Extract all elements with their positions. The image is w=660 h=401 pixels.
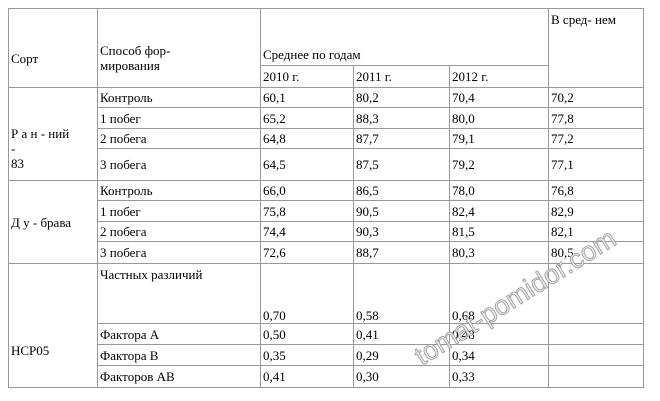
table-row: Фактора В 0,35 0,29 0,34 bbox=[9, 344, 644, 366]
table-cell: 3 побега bbox=[97, 241, 261, 264]
table-cell: 64,8 bbox=[260, 128, 354, 149]
table-cell: 80,2 bbox=[353, 87, 450, 108]
table-cell: 70,4 bbox=[449, 87, 549, 108]
table-row: 2 побега 64,8 87,7 79,1 77,2 bbox=[9, 128, 644, 149]
table-cell: 87,5 bbox=[353, 148, 450, 181]
table-cell: 81,5 bbox=[449, 221, 549, 242]
table-row: 3 побега 64,5 87,5 79,2 77,1 bbox=[9, 148, 644, 181]
header-cell: Сорт bbox=[8, 8, 98, 88]
header-cell: 2012 г. bbox=[449, 65, 549, 88]
table-cell: 0,29 bbox=[353, 344, 450, 366]
table-row: Р а н - ний - 83 Контроль 60,1 80,2 70,4 70,2 bbox=[8, 87, 644, 181]
table-cell: 86,5 bbox=[353, 180, 450, 201]
table-row: НСР05 Частных различий 0,70 0,58 0,68 bbox=[8, 263, 644, 388]
table-cell: 70,2 bbox=[548, 87, 644, 108]
table-row: 2 побега 74,4 90,3 81,5 82,1 bbox=[9, 221, 644, 242]
table-cell: 82,4 bbox=[449, 200, 549, 222]
table-cell: 80,3 bbox=[449, 241, 549, 264]
table-cell: 0,58 bbox=[353, 263, 450, 324]
table-cell: 66,0 bbox=[260, 180, 354, 201]
header-cell: 2010 г. bbox=[260, 65, 354, 88]
table-cell: Факторов АВ bbox=[97, 365, 261, 388]
table-cell: 2 побега bbox=[97, 128, 261, 149]
table-cell: 2 побега bbox=[97, 221, 261, 242]
table-cell: 88,3 bbox=[353, 107, 450, 129]
table-cell: 0,41 bbox=[260, 365, 354, 388]
header-cell: В сред- нем bbox=[548, 8, 644, 88]
header-cell: 2011 г. bbox=[353, 65, 450, 88]
table-body: Сорт Способ фор- мирования Среднее по го… bbox=[8, 8, 644, 388]
table-row: 1 побег 75,8 90,5 82,4 82,9 bbox=[9, 200, 644, 222]
empty-cell bbox=[548, 344, 644, 366]
table-row: Фактора А 0,50 0,41 0,48 bbox=[9, 323, 644, 345]
table-cell: 90,5 bbox=[353, 200, 450, 222]
table-cell: 1 побег bbox=[97, 107, 261, 129]
table-cell: 0,68 bbox=[449, 263, 549, 324]
table-cell: 72,6 bbox=[260, 241, 354, 264]
empty-cell bbox=[548, 323, 644, 345]
table-cell: 79,1 bbox=[449, 128, 549, 149]
header-row: 2010 г. 2011 г. 2012 г. bbox=[9, 65, 644, 88]
table-cell: 74,4 bbox=[260, 221, 354, 242]
table-cell: НСР05 bbox=[8, 263, 98, 388]
header-cell: Способ фор- мирования bbox=[97, 8, 261, 88]
table-cell: Контроль bbox=[97, 180, 261, 201]
table-cell: 0,35 bbox=[260, 344, 354, 366]
table-cell: 82,9 bbox=[548, 200, 644, 222]
table-cell: 76,8 bbox=[548, 180, 644, 201]
table-cell: 65,2 bbox=[260, 107, 354, 129]
empty-cell bbox=[548, 263, 644, 324]
table-cell: 75,8 bbox=[260, 200, 354, 222]
table-cell: Контроль bbox=[97, 87, 261, 108]
table-cell: 0,33 bbox=[449, 365, 549, 388]
table-cell: 0,34 bbox=[449, 344, 549, 366]
table-cell: 0,30 bbox=[353, 365, 450, 388]
table-cell: 0,50 bbox=[260, 323, 354, 345]
table-cell: Р а н - ний - 83 bbox=[8, 87, 98, 181]
table-cell: 77,8 bbox=[548, 107, 644, 129]
results-table: Сорт Способ фор- мирования Среднее по го… bbox=[8, 8, 644, 388]
table-cell: 3 побега bbox=[97, 148, 261, 181]
table-cell: 60,1 bbox=[260, 87, 354, 108]
table-cell: 80,0 bbox=[449, 107, 549, 129]
header-cell: Среднее по годам bbox=[260, 8, 549, 66]
table-cell: 88,7 bbox=[353, 241, 450, 264]
table-cell: 79,2 bbox=[449, 148, 549, 181]
table-row: 1 побег 65,2 88,3 80,0 77,8 bbox=[9, 107, 644, 129]
table-cell: 87,7 bbox=[353, 128, 450, 149]
table-cell: 0,41 bbox=[353, 323, 450, 345]
table-cell: Частных различий bbox=[97, 263, 261, 324]
table-cell: Д у - брава bbox=[8, 180, 98, 264]
header-row: Сорт Способ фор- мирования Среднее по го… bbox=[8, 8, 644, 88]
table-cell: 64,5 bbox=[260, 148, 354, 181]
table-cell: 1 побег bbox=[97, 200, 261, 222]
table-row: Д у - брава Контроль 66,0 86,5 78,0 76,8 bbox=[8, 180, 644, 264]
table-cell: 90,3 bbox=[353, 221, 450, 242]
table-cell: Фактора А bbox=[97, 323, 261, 345]
table-row: Факторов АВ 0,41 0,30 0,33 bbox=[9, 365, 644, 388]
table-cell: Фактора В bbox=[97, 344, 261, 366]
table-cell: 77,1 bbox=[548, 148, 644, 181]
empty-cell bbox=[548, 365, 644, 388]
table-cell: 77,2 bbox=[548, 128, 644, 149]
table-cell: 78,0 bbox=[449, 180, 549, 201]
table-cell: 0,70 bbox=[260, 263, 354, 324]
table-row: 3 побега 72,6 88,7 80,3 80,5 bbox=[9, 241, 644, 264]
